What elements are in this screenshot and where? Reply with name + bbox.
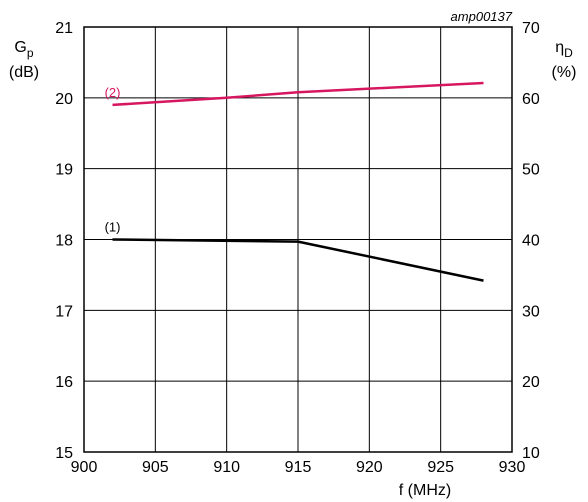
- x-tick-label-900: 900: [71, 459, 98, 476]
- y-left-tick-label-16: 16: [55, 374, 73, 391]
- y-right-unit: (%): [552, 64, 577, 81]
- y-left-tick-label-20: 20: [55, 91, 73, 108]
- series-line-2: [112, 81, 484, 107]
- y-right-tick-label-50: 50: [522, 162, 540, 179]
- y-right-tick-label-40: 40: [522, 233, 540, 250]
- series-label-2: (2): [105, 85, 121, 100]
- y-right-tick-label-10: 10: [522, 445, 540, 462]
- y-left-title: Gp: [14, 39, 33, 60]
- x-tick-label-930: 930: [499, 459, 526, 476]
- series-layer: (1) (2): [105, 81, 484, 282]
- y-right-tick-label-30: 30: [522, 303, 540, 320]
- x-tick-label-905: 905: [142, 459, 169, 476]
- y-left-tick-label-18: 18: [55, 233, 73, 250]
- y-left-unit: (dB): [9, 64, 39, 81]
- y-right-tick-label-20: 20: [522, 374, 540, 391]
- series-line-1: [112, 238, 484, 282]
- y-right-tick-label-70: 70: [522, 20, 540, 37]
- y-left-tick-label-15: 15: [55, 445, 73, 462]
- y-right-title: ηD: [555, 39, 573, 60]
- x-tick-label-915: 915: [285, 459, 312, 476]
- tick-labels: 900 905 910 915 920 925 930 15 16 17 18 19 20 21 10 20 3…: [55, 20, 540, 476]
- y-left-tick-label-17: 17: [55, 303, 73, 320]
- x-axis-title: f (MHz): [399, 482, 451, 499]
- y-right-tick-label-60: 60: [522, 91, 540, 108]
- x-tick-label-925: 925: [427, 459, 454, 476]
- x-tick-label-910: 910: [213, 459, 240, 476]
- series-label-1: (1): [105, 220, 121, 235]
- y-left-tick-label-19: 19: [55, 162, 73, 179]
- plot-frame: [83, 26, 513, 453]
- id-label: amp00137: [451, 9, 513, 24]
- y-left-tick-label-21: 21: [55, 20, 73, 37]
- x-tick-label-920: 920: [356, 459, 383, 476]
